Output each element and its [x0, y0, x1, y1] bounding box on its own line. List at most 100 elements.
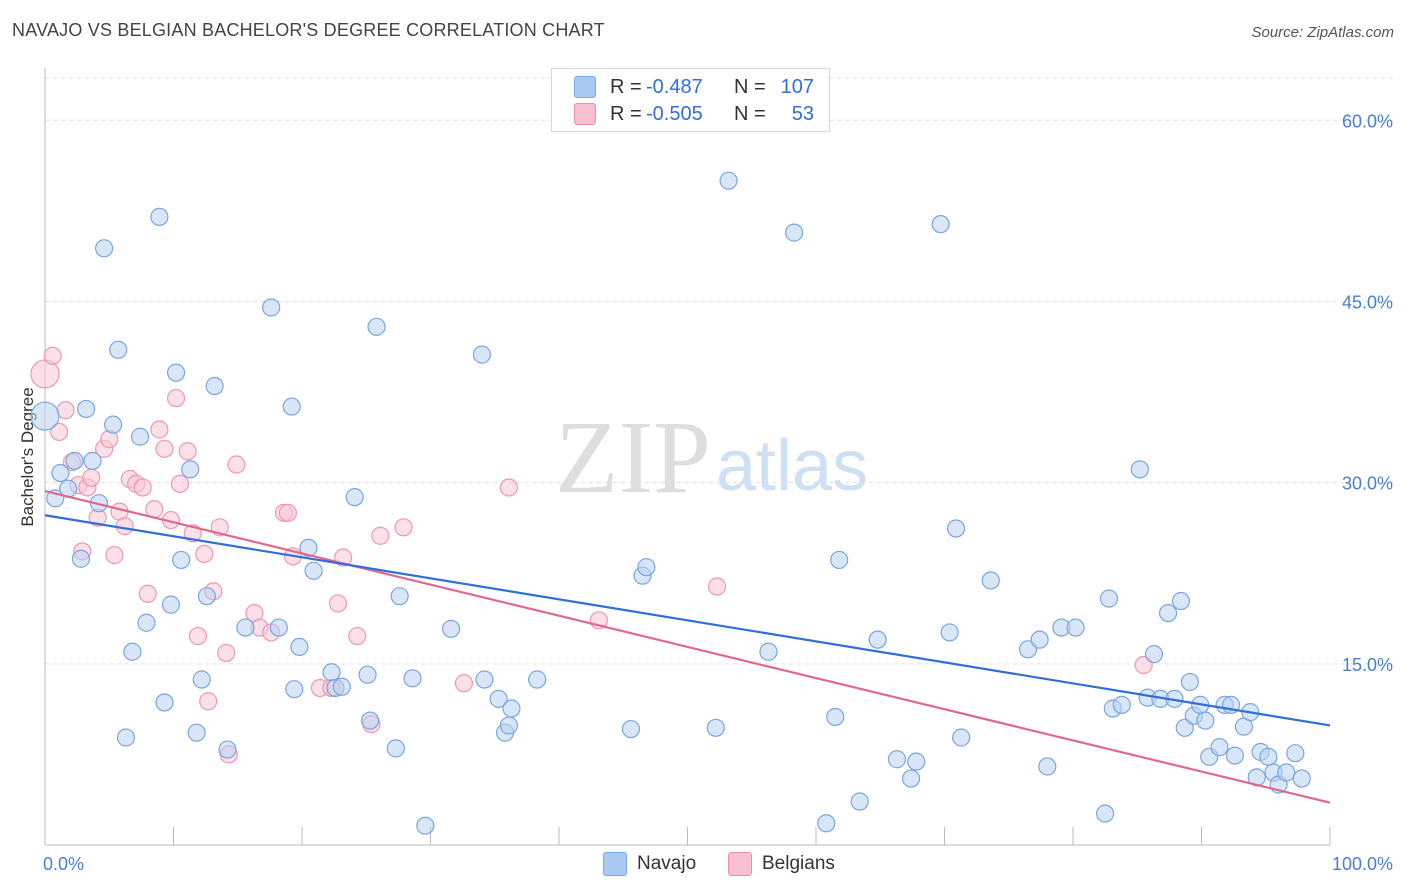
belgians-point — [43, 346, 62, 365]
navajo-point — [304, 561, 323, 580]
y-tick-label: 45.0% — [1342, 292, 1393, 312]
navajo-point — [759, 642, 778, 661]
navajo-point — [290, 637, 309, 657]
n-value: 53 — [791, 102, 814, 125]
belgians-point — [707, 577, 727, 596]
navajo-point — [172, 550, 191, 570]
source-label: Source: ZipAtlas.com — [1251, 24, 1394, 41]
navajo-point — [282, 397, 301, 416]
belgians-point — [454, 674, 474, 693]
y-tick-label: 30.0% — [1342, 474, 1393, 494]
belgians-point — [115, 517, 134, 536]
navajo-point — [386, 739, 405, 758]
navajo-point — [269, 618, 288, 637]
legend-item-navajo[interactable]: Navajo — [603, 851, 696, 877]
belgians-point — [50, 422, 69, 442]
navajo-point — [236, 618, 255, 637]
navajo-point — [719, 171, 738, 190]
navajo-point — [472, 345, 491, 364]
navajo-point — [830, 550, 849, 570]
belgians-point — [195, 544, 214, 564]
navajo-point — [637, 558, 656, 577]
belgians-point — [227, 455, 246, 474]
belgians-point — [56, 401, 75, 420]
navajo-point — [907, 752, 926, 771]
navajo-point — [441, 619, 461, 638]
legend-row-belgians: R = -0.505 N = 53 — [574, 101, 814, 127]
navajo-point — [77, 399, 96, 419]
navajo-point — [850, 792, 869, 811]
belgians-point — [166, 388, 186, 408]
navajo-point — [1175, 718, 1194, 737]
navajo-swatch — [574, 76, 596, 98]
navajo-point — [901, 769, 921, 788]
n-label: N = — [734, 75, 766, 98]
navajo-point — [205, 376, 224, 396]
navajo-point — [367, 317, 386, 336]
navajo-point — [706, 718, 725, 737]
navajo-point — [361, 711, 380, 730]
gridlines — [45, 77, 1395, 665]
belgians-trend-line — [44, 490, 1331, 804]
belgians-point — [348, 626, 367, 646]
navajo-point — [332, 677, 351, 696]
r-label: R = — [610, 75, 642, 98]
navajo-point — [109, 340, 128, 359]
navajo-point — [181, 460, 200, 479]
belgians-point — [217, 643, 236, 663]
legend-belgians-label: Belgians — [762, 853, 835, 874]
belgians-point — [82, 468, 101, 487]
navajo-point — [116, 728, 136, 747]
navajo-point — [83, 451, 102, 470]
navajo-point — [621, 719, 641, 739]
navajo-point — [51, 463, 70, 483]
trend-lines — [44, 490, 1331, 804]
belgians-point — [394, 518, 413, 537]
navajo-point — [137, 613, 156, 632]
belgians-point — [278, 503, 297, 522]
navajo-point — [1196, 711, 1215, 730]
legend-row-navajo: R = -0.487 N = 107 — [574, 74, 814, 100]
navajo-point — [150, 207, 169, 227]
navajo-point — [358, 665, 377, 684]
navajo-point — [155, 693, 174, 712]
r-value: -0.505 — [646, 102, 703, 125]
watermark: ZIP atlas — [555, 400, 868, 515]
navajo-point — [71, 549, 91, 568]
belgians-point — [199, 692, 218, 711]
watermark-zip: ZIP — [555, 400, 711, 515]
navajo-point — [262, 298, 281, 317]
navajo-point — [403, 669, 422, 688]
n-label: N = — [734, 102, 766, 125]
navajo-point — [187, 723, 206, 742]
navajo-point — [218, 740, 237, 759]
navajo-point — [1286, 744, 1305, 763]
navajo-point — [502, 699, 521, 718]
correlation-legend: R = -0.487 N = 107 R = -0.505 N = 53 — [551, 68, 830, 132]
navajo-point — [1210, 738, 1229, 757]
navajo-point — [528, 670, 547, 689]
navajo-point — [475, 670, 494, 689]
belgians-point — [499, 478, 518, 497]
navajo-point — [1158, 603, 1178, 623]
navajo-point — [104, 415, 123, 434]
r-value: -0.487 — [646, 75, 703, 98]
watermark-atlas: atlas — [716, 426, 868, 506]
navajo-point — [390, 587, 409, 606]
navajo-point — [285, 680, 304, 699]
navajo-point — [785, 223, 804, 242]
navajo-point — [817, 814, 836, 833]
navajo-point — [123, 642, 142, 661]
navajo-point — [1259, 747, 1278, 766]
y-tick-label: 15.0% — [1342, 655, 1393, 675]
legend-navajo-label: Navajo — [637, 853, 697, 874]
navajo-point — [416, 816, 435, 835]
navajo-point — [1144, 645, 1164, 664]
navajo-point — [1180, 672, 1200, 692]
navajo-point — [345, 488, 364, 507]
navajo-point — [1130, 460, 1149, 479]
y-tick-label: 60.0% — [1342, 111, 1393, 131]
navajo-point — [499, 716, 518, 735]
legend-item-belgians[interactable]: Belgians — [728, 851, 835, 877]
navajo-point — [952, 728, 971, 747]
